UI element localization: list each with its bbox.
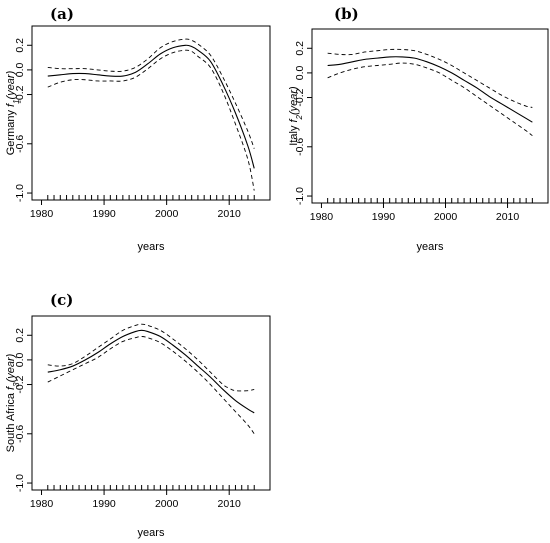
x-tick-label: 2010 (218, 498, 242, 510)
x-axis: 1980 1990 2000 2010 (30, 489, 242, 510)
y-tick-label: 0.0 (14, 352, 26, 367)
y-axis-title: Italy f2(year) (288, 86, 304, 146)
upper-band-curve (327, 48, 533, 108)
y-tick-label: -0.2 (14, 375, 26, 393)
y-tick-label: -0.2 (14, 85, 26, 103)
fitted-curve (47, 44, 255, 169)
y-tick-label: -0.2 (294, 88, 306, 106)
x-tick-label: 2010 (496, 211, 520, 223)
y-axis-title: South Africa f3(year) (5, 353, 21, 452)
y-tick-label: 0.2 (14, 38, 26, 53)
upper-band-curve (47, 323, 255, 392)
y-tick-label: -1.0 (14, 184, 26, 202)
x-axis-title: years (138, 527, 165, 539)
x-tick-label: 1980 (310, 211, 334, 223)
y-tick-label: -0.6 (294, 138, 306, 156)
x-tick-label: 2000 (434, 211, 458, 223)
lower-band-curve (47, 49, 255, 191)
plot-frame (31, 315, 271, 491)
rug-marks (47, 195, 255, 200)
chart-panel-germany: (a) 1980 1990 2000 2010 -1.0-0.6-0.20.00.2 … (5, 5, 271, 253)
smooth-curves (47, 38, 255, 191)
panel-label: (b) (334, 5, 359, 23)
rug-marks (47, 485, 255, 490)
x-tick-label: 1980 (30, 208, 54, 220)
chart-panel-south-africa: (c) 1980 1990 2000 2010 -1.0-0.6-0.20.00.2 … (5, 291, 271, 539)
y-tick-label: 0.2 (14, 328, 26, 343)
plot-frame (311, 28, 549, 204)
plot-frame (31, 25, 271, 201)
y-axis-title: Germany f1(year) (5, 70, 21, 155)
y-tick-label: -0.6 (14, 135, 26, 153)
x-tick-label: 1990 (372, 211, 396, 223)
x-axis-title: years (417, 241, 444, 253)
y-axis: -1.0 -0.6 -0.2 0.0 0.2 (14, 328, 33, 492)
lower-band-curve (327, 62, 533, 137)
lower-band-curve (47, 336, 255, 435)
chart-panel-italy: (b) 1980 1990 2000 2010 -1.0-0.6-0.20.00.2 … (288, 5, 549, 253)
y-axis: -1.0 -0.6 -0.2 0.0 0.2 (14, 38, 33, 202)
panel-label: (c) (50, 291, 73, 309)
fitted-curve (327, 56, 533, 123)
smooth-curves (47, 323, 255, 435)
y-tick-label: -1.0 (294, 187, 306, 205)
x-tick-label: 1990 (92, 498, 116, 510)
smooth-curves (327, 48, 533, 137)
x-tick-label: 2000 (155, 498, 179, 510)
x-axis: 1980 1990 2000 2010 (310, 202, 520, 223)
rug-marks (327, 198, 533, 203)
x-tick-label: 1990 (92, 208, 116, 220)
x-axis: 1980 1990 2000 2010 (30, 199, 242, 220)
y-tick-label: -1.0 (14, 474, 26, 492)
x-tick-label: 2000 (155, 208, 179, 220)
y-tick-label: 0.2 (294, 41, 306, 56)
x-tick-label: 2010 (218, 208, 242, 220)
y-axis: -1.0 -0.6 -0.2 0.0 0.2 (294, 41, 313, 205)
y-tick-label: -0.6 (14, 425, 26, 443)
x-axis-title: years (138, 241, 165, 253)
upper-band-curve (47, 38, 255, 149)
y-tick-label: 0.0 (294, 65, 306, 80)
x-tick-label: 1980 (30, 498, 54, 510)
panel-label: (a) (50, 5, 74, 23)
y-tick-label: 0.0 (14, 62, 26, 77)
fitted-curve (47, 329, 255, 414)
